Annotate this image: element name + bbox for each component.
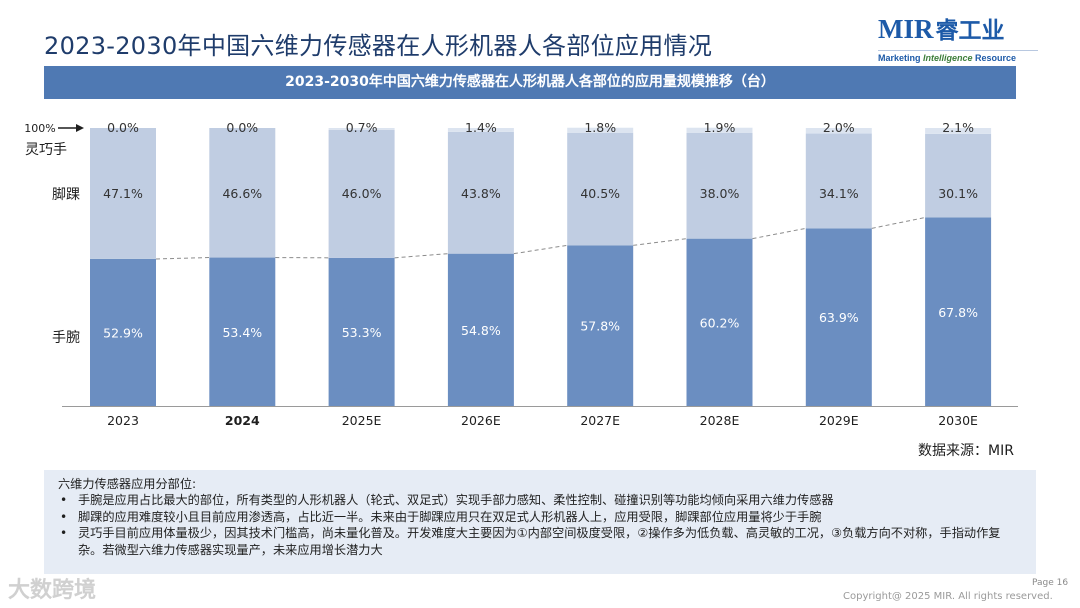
x-tick-label: 2023: [107, 413, 139, 428]
x-tick-label: 2026E: [461, 413, 501, 428]
bar-segment: [805, 128, 872, 134]
data-label-wrist: 53.3%: [342, 325, 382, 340]
data-label-wrist: 67.8%: [938, 305, 978, 320]
data-label-ankle: 34.1%: [819, 186, 859, 201]
bar-segment: [90, 128, 156, 259]
data-label-wrist: 60.2%: [700, 315, 740, 330]
logo-brand-en: MIR: [878, 14, 934, 44]
data-label-hand: 0.7%: [346, 120, 378, 135]
logo-tagline-a: Marketing: [878, 53, 924, 63]
copyright: Copyright@ 2025 MIR. All rights reserved…: [843, 591, 1053, 602]
notes-item: 脚踝的应用难度较小且目前应用渗透高，占比近一半。未来由于脚踝应用只在双足式人形机…: [58, 509, 1022, 526]
bar-segment: [805, 133, 872, 229]
trend-connector: [513, 244, 568, 255]
data-label-hand: 1.8%: [584, 120, 616, 135]
trend-connector: [871, 217, 926, 229]
notes-item: 手腕是应用占比最大的部位，所有类型的人形机器人（轮式、双足式）实现手部力感知、柔…: [58, 492, 1022, 509]
bar-segment: [328, 128, 395, 130]
watermark: 大数跨境: [8, 578, 97, 603]
data-label-hand: 0.0%: [107, 120, 139, 135]
bar-segment: [328, 257, 395, 406]
bar-segment: [686, 127, 753, 134]
bar-segment: [447, 253, 514, 406]
trend-connector: [752, 227, 806, 240]
data-label-ankle: 43.8%: [461, 186, 501, 201]
logo-tagline-c: Resource: [972, 53, 1017, 63]
data-label-ankle: 46.6%: [222, 186, 262, 201]
trend-connector: [394, 253, 448, 259]
logo-brand: MIR睿工业: [878, 14, 1038, 46]
trend-connector: [155, 257, 210, 260]
bar-segment: [328, 129, 395, 258]
data-label-ankle: 40.5%: [580, 186, 620, 201]
data-label-ankle: 38.0%: [700, 186, 740, 201]
x-tick-label: 2030E: [938, 413, 978, 428]
data-label-hand: 1.4%: [465, 120, 497, 135]
mir-logo: MIR睿工业 Marketing Intelligence Resource: [878, 14, 1038, 66]
data-label-ankle: 46.0%: [342, 186, 382, 201]
bar-segment: [209, 128, 276, 258]
series-label-hand: 灵巧手: [25, 142, 67, 158]
bar-segment: [925, 217, 992, 406]
bar-segment: [567, 127, 634, 133]
logo-brand-cn: 睿工业: [935, 18, 1005, 44]
data-label-ankle: 47.1%: [103, 186, 143, 201]
bar-segment: [567, 132, 634, 246]
notes-list: 手腕是应用占比最大的部位，所有类型的人形机器人（轮式、双足式）实现手部力感知、柔…: [58, 492, 1022, 558]
x-tick-label: 2029E: [819, 413, 859, 428]
notes-heading: 六维力传感器应用分部位:: [58, 477, 197, 491]
data-label-wrist: 53.4%: [222, 325, 262, 340]
chart-title-banner: 2023-2030年中国六维力传感器在人形机器人各部位的应用量规模推移（台）: [44, 66, 1016, 99]
data-label-wrist: 57.8%: [580, 319, 620, 334]
series-label-ankle: 脚踝: [52, 187, 80, 203]
trend-connector: [633, 238, 687, 246]
x-tick-label: 2028E: [700, 413, 740, 428]
data-source: 数据来源：MIR: [918, 443, 1014, 459]
x-tick-label: 2024: [225, 413, 260, 428]
bar-segment: [686, 133, 753, 239]
data-label-wrist: 54.8%: [461, 323, 501, 338]
top-marker-label: 100%: [24, 122, 55, 135]
bar-segment: [805, 228, 872, 406]
bar-segment: [90, 258, 156, 406]
bar-segment: [686, 238, 753, 406]
data-label-ankle: 30.1%: [938, 186, 978, 201]
bar-segment: [209, 257, 276, 406]
bar-segment: [567, 245, 634, 406]
x-tick-label: 2025E: [342, 413, 382, 428]
notes-box: 六维力传感器应用分部位: 手腕是应用占比最大的部位，所有类型的人形机器人（轮式、…: [44, 470, 1036, 574]
data-label-hand: 1.9%: [704, 120, 736, 135]
series-label-wrist: 手腕: [52, 330, 80, 346]
page-title: 2023-2030年中国六维力传感器在人形机器人各部位应用情况: [44, 32, 713, 60]
bar-segment: [925, 128, 992, 134]
bar-segment: [447, 128, 514, 132]
data-label-hand: 0.0%: [226, 120, 258, 135]
x-tick-label: 2027E: [580, 413, 620, 428]
page-number: Page 16: [1032, 578, 1069, 588]
notes-item: 灵巧手目前应用体量极少，因其技术门槛高，尚未量化普及。开发难度大主要因为①内部空…: [58, 525, 1022, 558]
data-label-hand: 2.0%: [823, 120, 855, 135]
bar-segment: [447, 131, 514, 254]
bar-segment: [925, 133, 992, 218]
data-label-wrist: 63.9%: [819, 310, 859, 325]
top-marker-arrow-head: [76, 124, 84, 132]
logo-tagline: Marketing Intelligence Resource: [878, 50, 1038, 63]
logo-tagline-b: Intelligence: [923, 53, 973, 63]
data-label-wrist: 52.9%: [103, 325, 143, 340]
data-label-hand: 2.1%: [942, 120, 974, 135]
